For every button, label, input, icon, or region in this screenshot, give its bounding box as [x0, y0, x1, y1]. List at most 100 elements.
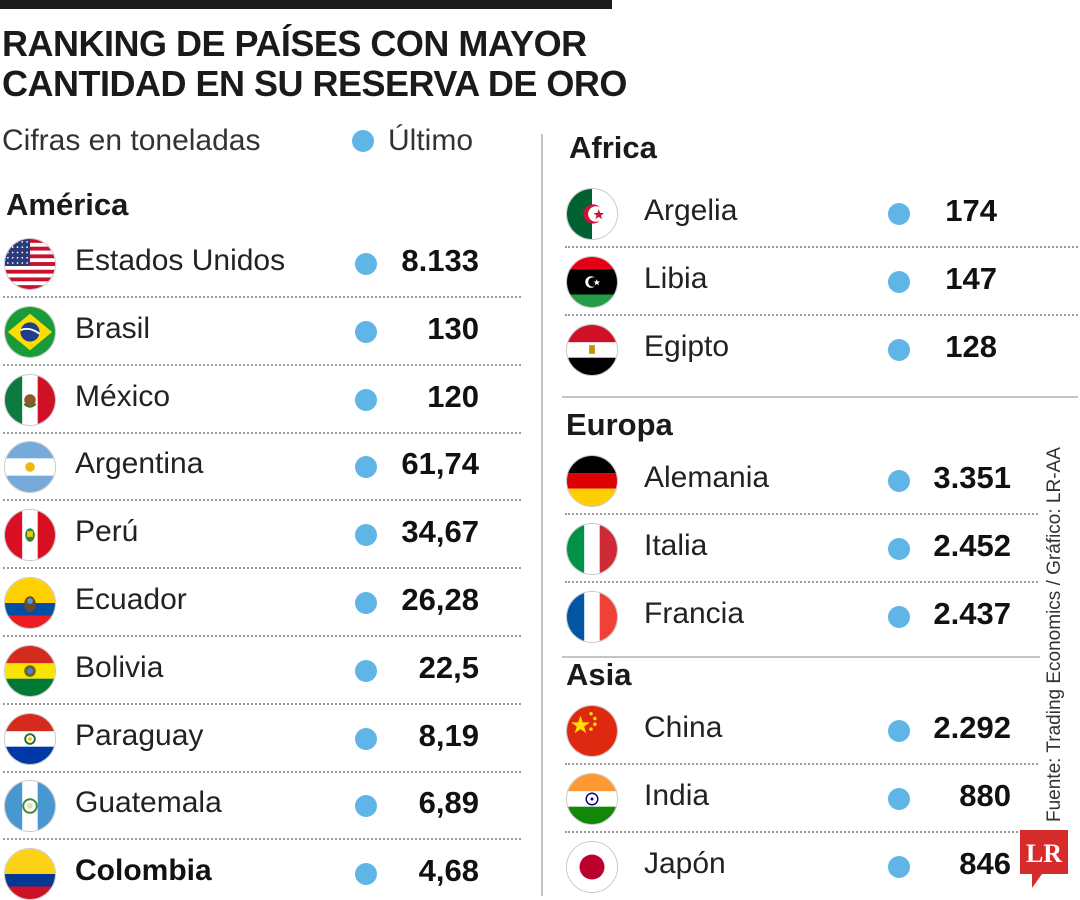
- table-row: China 2.292: [565, 697, 1038, 765]
- table-row: Guatemala 6,89: [3, 772, 521, 841]
- table-row: Francia 2.437: [565, 583, 1038, 651]
- algeria-flag-icon: [566, 188, 618, 240]
- country-name: India: [644, 779, 710, 812]
- reserve-value: 8.133: [401, 243, 479, 278]
- series-dot-icon: [355, 659, 377, 682]
- country-name: Libia: [644, 262, 708, 295]
- reserve-value: 2.292: [933, 710, 1011, 745]
- top-rule: [0, 0, 612, 9]
- country-name: China: [644, 711, 723, 744]
- section-title-asia: Asia: [566, 657, 632, 692]
- india-flag-icon: [566, 773, 618, 825]
- series-dot-icon: [888, 788, 910, 810]
- series-dot-icon: [888, 538, 910, 560]
- table-row: Colombia 4,68: [3, 840, 495, 900]
- title-line-2: CANTIDAD EN SU RESERVA DE ORO: [2, 63, 627, 104]
- series-dot-icon: [888, 856, 910, 878]
- source-credit: Fuente: Trading Economics / Gráfico: LR-…: [1044, 447, 1065, 822]
- series-dot-icon: [355, 795, 377, 818]
- lr-logo: LR: [1020, 830, 1068, 888]
- germany-flag-icon: [566, 455, 618, 507]
- reserve-value: 6,89: [418, 785, 479, 821]
- logo-text: LR: [1026, 839, 1062, 868]
- table-row: Argentina 61,74: [3, 433, 521, 502]
- china-flag-icon: [566, 705, 618, 757]
- legend: Último: [352, 124, 473, 158]
- peru-flag-icon: [4, 509, 56, 562]
- table-row: Libia 147: [565, 248, 1078, 316]
- libya-flag-icon: [566, 256, 618, 308]
- series-dot-icon: [355, 524, 377, 547]
- table-row: India 880: [565, 765, 1038, 833]
- table-row: Ecuador 26,28: [3, 569, 521, 637]
- legend-label: Último: [388, 124, 474, 157]
- column-divider: [541, 134, 543, 896]
- paraguay-flag-icon: [4, 712, 56, 765]
- divider-europa: [562, 396, 1078, 398]
- france-flag-icon: [566, 591, 618, 643]
- reserve-value: 147: [945, 261, 997, 296]
- country-name: Bolivia: [75, 650, 164, 684]
- series-dot-icon: [888, 339, 910, 361]
- country-name: Egipto: [644, 330, 730, 363]
- country-name: Ecuador: [75, 583, 187, 616]
- bolivia-flag-icon: [4, 644, 56, 697]
- reserve-value: 3.351: [933, 460, 1011, 495]
- title-line-1: RANKING DE PAÍSES CON MAYOR: [2, 23, 587, 64]
- country-name: Paraguay: [75, 718, 204, 752]
- country-name: Italia: [644, 529, 708, 562]
- italy-flag-icon: [566, 523, 618, 575]
- series-dot-icon: [888, 470, 910, 492]
- country-name: Colombia: [75, 854, 212, 888]
- egypt-flag-icon: [566, 324, 618, 376]
- series-dot-icon: [355, 388, 377, 411]
- section-title-africa: Africa: [569, 130, 657, 165]
- series-dot-icon: [355, 863, 377, 886]
- divider-asia: [562, 656, 1040, 658]
- country-name: Argelia: [644, 194, 738, 227]
- table-row: México 120: [3, 366, 521, 434]
- reserve-value: 2.452: [933, 528, 1011, 563]
- table-row: Argelia 174: [565, 180, 1078, 248]
- reserve-value: 22,5: [418, 649, 479, 685]
- guatemala-flag-icon: [4, 780, 56, 833]
- country-name: Guatemala: [75, 786, 222, 820]
- table-row: Estados Unidos 8.133: [3, 230, 521, 298]
- reserve-value: 61,74: [401, 446, 479, 482]
- reserve-value: 128: [945, 329, 997, 364]
- series-dot-icon: [888, 606, 910, 628]
- series-dot-icon: [888, 271, 910, 293]
- country-name: Japón: [644, 847, 726, 880]
- table-row: Bolivia 22,5: [3, 637, 521, 705]
- section-title-europa: Europa: [566, 407, 673, 442]
- reserve-value: 130: [427, 310, 479, 346]
- country-name: México: [75, 379, 171, 413]
- table-row: Japón 846: [565, 833, 1038, 900]
- country-name: Alemania: [644, 461, 770, 494]
- reserve-value: 174: [945, 193, 997, 228]
- series-dot-icon: [355, 727, 377, 750]
- series-dot-icon: [355, 456, 377, 479]
- legend-dot-icon: [352, 130, 374, 152]
- mexico-flag-icon: [4, 373, 56, 426]
- brazil-flag-icon: [4, 305, 56, 358]
- country-name: Estados Unidos: [75, 244, 286, 277]
- argentina-flag-icon: [4, 441, 56, 494]
- series-dot-icon: [888, 720, 910, 742]
- unit-subtitle: Cifras en toneladas: [2, 124, 261, 157]
- country-name: Argentina: [75, 447, 204, 481]
- reserve-value: 26,28: [401, 582, 479, 617]
- series-dot-icon: [888, 203, 910, 225]
- reserve-value: 880: [959, 778, 1011, 813]
- table-row: Italia 2.452: [565, 515, 1038, 583]
- ecuador-flag-icon: [4, 577, 56, 629]
- series-dot-icon: [355, 253, 377, 275]
- table-row: Alemania 3.351: [565, 447, 1038, 515]
- japan-flag-icon: [566, 841, 618, 893]
- reserve-value: 34,67: [401, 514, 479, 550]
- country-name: Francia: [644, 597, 745, 630]
- country-name: Brasil: [75, 311, 151, 345]
- table-row: Paraguay 8,19: [3, 705, 521, 773]
- reserve-value: 8,19: [418, 717, 479, 753]
- series-dot-icon: [355, 320, 377, 343]
